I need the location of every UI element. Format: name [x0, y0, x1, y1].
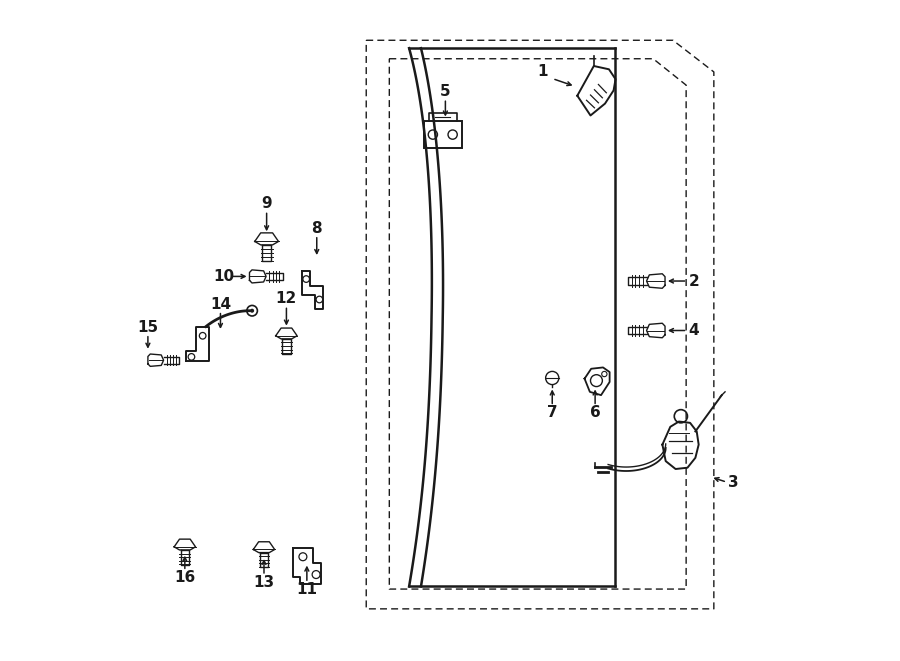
Text: 3: 3 [728, 475, 739, 490]
Text: 2: 2 [688, 274, 699, 289]
Text: 5: 5 [440, 84, 451, 99]
Text: 6: 6 [590, 405, 600, 420]
Text: 7: 7 [547, 405, 558, 420]
Text: 8: 8 [311, 221, 322, 236]
Circle shape [251, 309, 254, 312]
Text: 4: 4 [688, 323, 699, 338]
Text: 11: 11 [296, 582, 318, 598]
Text: 14: 14 [210, 297, 231, 311]
Text: 9: 9 [261, 196, 272, 212]
Text: 15: 15 [138, 320, 158, 334]
Text: 12: 12 [275, 292, 297, 306]
Text: 13: 13 [254, 575, 274, 590]
Text: 1: 1 [537, 64, 547, 79]
Text: 10: 10 [213, 269, 234, 284]
Text: 16: 16 [175, 570, 195, 586]
